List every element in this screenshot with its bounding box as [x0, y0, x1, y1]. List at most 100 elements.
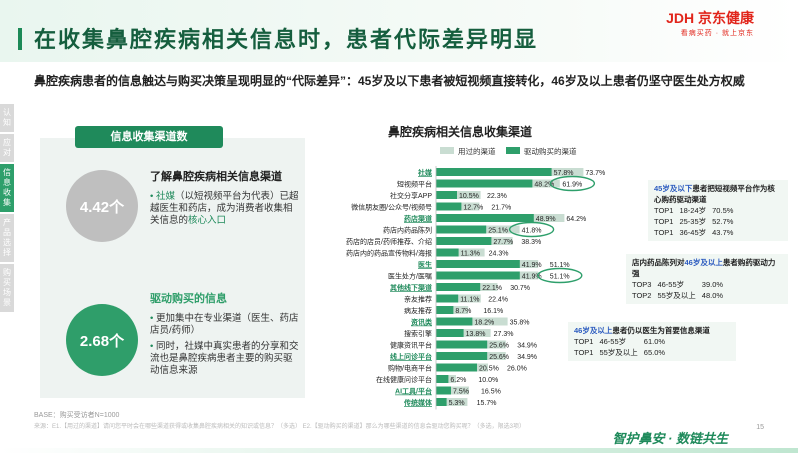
data-label-driver: 41.9% [522, 262, 542, 269]
side-nav-label: 产品选择 [3, 218, 11, 257]
callout-title: 店内药品陈列对46岁及以上患者购药驱动力强 [632, 257, 782, 279]
category-label: 传统媒体 [403, 398, 433, 407]
rank-cell: TOP1 [654, 228, 674, 237]
data-label-used: 24.3% [489, 251, 509, 258]
age-cell: 46-55岁 [599, 337, 627, 346]
age-cell: 55岁及以上 [599, 348, 638, 357]
bar-driver [436, 237, 492, 245]
highlight-ring [549, 175, 596, 192]
data-label-used: 35.8% [510, 320, 530, 327]
metric-circle-info-channels: 4.42个 [66, 170, 138, 242]
metric-value: 2.68个 [79, 332, 125, 350]
side-nav-label: 信息收集 [3, 168, 11, 207]
data-label-used: 64.2% [566, 216, 586, 223]
callout-young-patients: 45岁及以下患者把短视频平台作为核心购药驱动渠道 TOP1 18-24岁 70.5%… [648, 180, 788, 241]
data-label-used: 15.7% [477, 400, 497, 407]
side-nav-item-purchase-scene[interactable]: 购买场景 [0, 264, 14, 312]
data-label-used: 30.7% [510, 285, 530, 292]
bullet-text: 同时，社媒中真实患者的分享和交流也是鼻腔疾病患者主要的购买驱动信息来源 [150, 341, 299, 376]
category-label: 微信朋友圈/公众号/视频号 [351, 203, 432, 212]
block-title-purchase-drivers: 驱动购买的信息 [150, 293, 227, 305]
legend-label-used: 用过的渠道 [458, 146, 496, 156]
bullet-text: （以短视频平台为代表）已超越医生和药店，成为消费者收集相关信息的 [150, 191, 299, 226]
value-cell: 52.7% [712, 217, 734, 226]
side-nav-item-response[interactable]: 应对 [0, 134, 14, 162]
value-cell: 48.0% [701, 291, 724, 300]
category-label: 医生 [418, 260, 432, 269]
data-label-used: 26.0% [507, 366, 527, 373]
data-label-used: 10.0% [478, 377, 498, 384]
rank-cell: TOP1 [574, 337, 594, 346]
bar-driver [436, 248, 459, 257]
table-row: TOP3 46-55岁 39.0% [632, 279, 729, 290]
side-nav-item-product-choice[interactable]: 产品选择 [0, 214, 14, 262]
bar-used [436, 248, 485, 257]
value-cell: 61.0% [643, 337, 666, 346]
data-label-driver: 12.7% [463, 205, 483, 212]
bullet-dot-icon: • [150, 341, 156, 352]
data-label-driver: 48.2% [534, 182, 554, 189]
table-row: TOP1 46-55岁 61.0% [574, 336, 671, 347]
category-label: 健康资讯平台 [390, 341, 432, 350]
left-panel-title: 信息收集渠道数 [75, 126, 223, 148]
value-cell: 70.5% [712, 206, 734, 215]
data-label-driver: 25.1% [488, 228, 508, 235]
category-label: 其他线下渠道 [390, 283, 432, 292]
bullet-info-channels: • 社媒（以短视频平台为代表）已超越医生和药店，成为消费者收集相关信息的核心入口 [150, 191, 300, 227]
bullet-highlight: 社媒 [155, 191, 175, 202]
side-nav-item-cognition[interactable]: 认知 [0, 104, 14, 132]
bullet-text: 更加集中在专业渠道（医生、药店店员/药师） [150, 313, 299, 336]
data-label-driver: 8.7% [455, 308, 471, 315]
age-cell: 18-24岁 [679, 206, 707, 215]
highlight-ring [537, 267, 583, 284]
category-label: 搜索引擎 [404, 329, 432, 338]
data-label-driver: 25.6% [489, 343, 509, 350]
category-label: 购物/电商平台 [388, 364, 432, 373]
value-cell: 39.0% [701, 280, 724, 289]
table-row: TOP1 25-35岁 52.7% [654, 216, 739, 227]
data-label-driver: 13.8% [466, 331, 486, 338]
data-label-driver: 10.5% [459, 193, 479, 200]
data-label-used: 34.9% [517, 354, 537, 361]
data-label-driver: 48.9% [536, 216, 556, 223]
data-label-used: 22.3% [487, 193, 507, 200]
header-band [0, 0, 798, 62]
bullet-dot-icon: • [150, 191, 156, 202]
data-label-driver: 11.3% [461, 251, 480, 258]
logo-tagline: 看病买药 · 就上京东 [680, 30, 754, 37]
bar-driver [436, 260, 520, 268]
bar-driver [436, 271, 520, 280]
bar-driver [436, 363, 477, 372]
bar-driver [436, 179, 533, 188]
callout-title: 46岁及以上患者仍以医生为首要信息渠道 [574, 325, 730, 336]
bar-used [436, 191, 481, 199]
category-label: 医生处方/医嘱 [388, 272, 432, 281]
bar-driver [436, 202, 462, 211]
table-row: TOP1 55岁及以上 65.0% [574, 347, 671, 358]
footer-slogan: 智护鼻安 · 数链共生 [612, 431, 728, 446]
rank-cell: TOP1 [654, 217, 674, 226]
rank-cell: TOP3 [632, 280, 652, 289]
data-label-driver: 20.5% [479, 366, 499, 373]
side-nav-item-info-collection[interactable]: 信息收集 [0, 164, 14, 212]
category-label: 病友推荐 [404, 306, 432, 315]
bar-driver [436, 214, 534, 222]
callout-title-highlight: 46岁及以上 [574, 326, 613, 335]
legend-swatch-used [440, 147, 454, 154]
table-row: TOP1 36-45岁 43.7% [654, 227, 739, 238]
category-label: 亲友推荐 [404, 295, 432, 304]
data-label-used: 51.1% [550, 262, 570, 269]
data-label-driver: 41.9% [522, 274, 542, 281]
category-label: 社交分享APP [390, 191, 432, 200]
data-label-used: 34.9% [517, 343, 537, 350]
callout-title-highlight: 46岁及以上 [684, 258, 723, 267]
callout-title-text: 患者把短视频平台作为核心购药驱动渠道 [654, 184, 775, 204]
block-title-info-channels: 了解鼻腔疾病相关信息渠道 [150, 171, 282, 183]
bar-driver [436, 168, 552, 176]
data-label-driver: 57.8% [554, 170, 574, 177]
callout-title: 45岁及以下患者把短视频平台作为核心购药驱动渠道 [654, 183, 782, 205]
bar-driver [436, 283, 481, 291]
data-label-driver: 27.7% [493, 239, 513, 246]
data-label-used: 22.4% [488, 297, 508, 304]
